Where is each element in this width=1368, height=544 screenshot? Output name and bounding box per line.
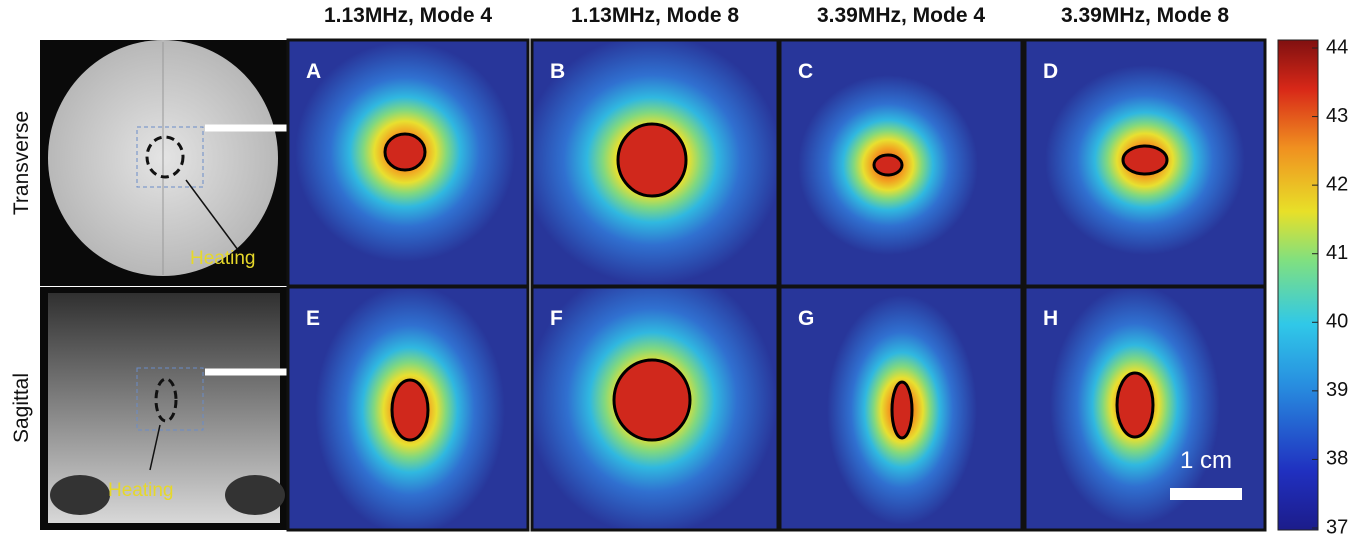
heatmap-panel: G <box>780 287 1022 530</box>
row-label: Sagittal <box>10 373 33 443</box>
scale-bar <box>1170 488 1242 500</box>
panel-letter: B <box>550 60 565 83</box>
panel-letter: A <box>306 60 321 83</box>
panel-body <box>288 285 528 535</box>
scale-label: 1 cm <box>1180 447 1232 474</box>
panel-letter: H <box>1043 307 1058 330</box>
column-title: 1.13MHz, Mode 8 <box>571 4 739 27</box>
heatmap-panel: D <box>1025 40 1265 286</box>
panel-body <box>527 265 778 535</box>
row-label: Transverse <box>10 111 33 215</box>
tick-label: 44 <box>1326 36 1348 58</box>
heatmap-panel: F <box>527 265 778 535</box>
heat-core <box>874 155 902 175</box>
heat-core <box>892 382 912 438</box>
panel-letter: G <box>798 307 814 330</box>
heat-core <box>392 380 428 440</box>
panel-body <box>288 40 528 286</box>
panel-letter: E <box>306 307 320 330</box>
panel-letter: D <box>1043 60 1058 83</box>
heat-core <box>614 360 690 440</box>
tick-label: 39 <box>1326 379 1348 401</box>
heatmap-panel: B <box>522 35 782 286</box>
heat-core <box>1117 373 1153 437</box>
panel-body <box>780 287 1022 530</box>
panel-letter: F <box>550 307 563 330</box>
panel-body <box>1025 40 1265 286</box>
photos: Heating Heating <box>40 40 320 530</box>
tick-label: 38 <box>1326 448 1348 470</box>
panel-letter: C <box>798 60 813 83</box>
tick-label: 40 <box>1326 311 1348 333</box>
tick-label: 42 <box>1326 173 1348 195</box>
figure: Heating Heating Transverse Sagittal A B C D… <box>0 0 1368 544</box>
heatmap-panel: A <box>288 40 528 286</box>
colorbar <box>1278 40 1318 530</box>
heatmap-panel: C <box>780 40 1022 286</box>
column-title: 1.13MHz, Mode 4 <box>324 4 492 27</box>
heatmaps: A B C D E F G H <box>288 35 1265 535</box>
heat-core <box>385 134 425 170</box>
panel-body <box>780 40 1022 286</box>
heating-label: Heating <box>190 248 256 269</box>
tick-label: 41 <box>1326 242 1348 264</box>
column-title: 3.39MHz, Mode 8 <box>1061 4 1229 27</box>
heat-core <box>618 124 686 196</box>
tick-label: 43 <box>1326 105 1348 127</box>
tick-label: 37 <box>1326 516 1348 538</box>
heating-label: Heating <box>108 480 174 501</box>
heat-core <box>1123 146 1167 174</box>
heatmap-panel: E <box>288 285 528 535</box>
column-title: 3.39MHz, Mode 4 <box>817 4 985 27</box>
